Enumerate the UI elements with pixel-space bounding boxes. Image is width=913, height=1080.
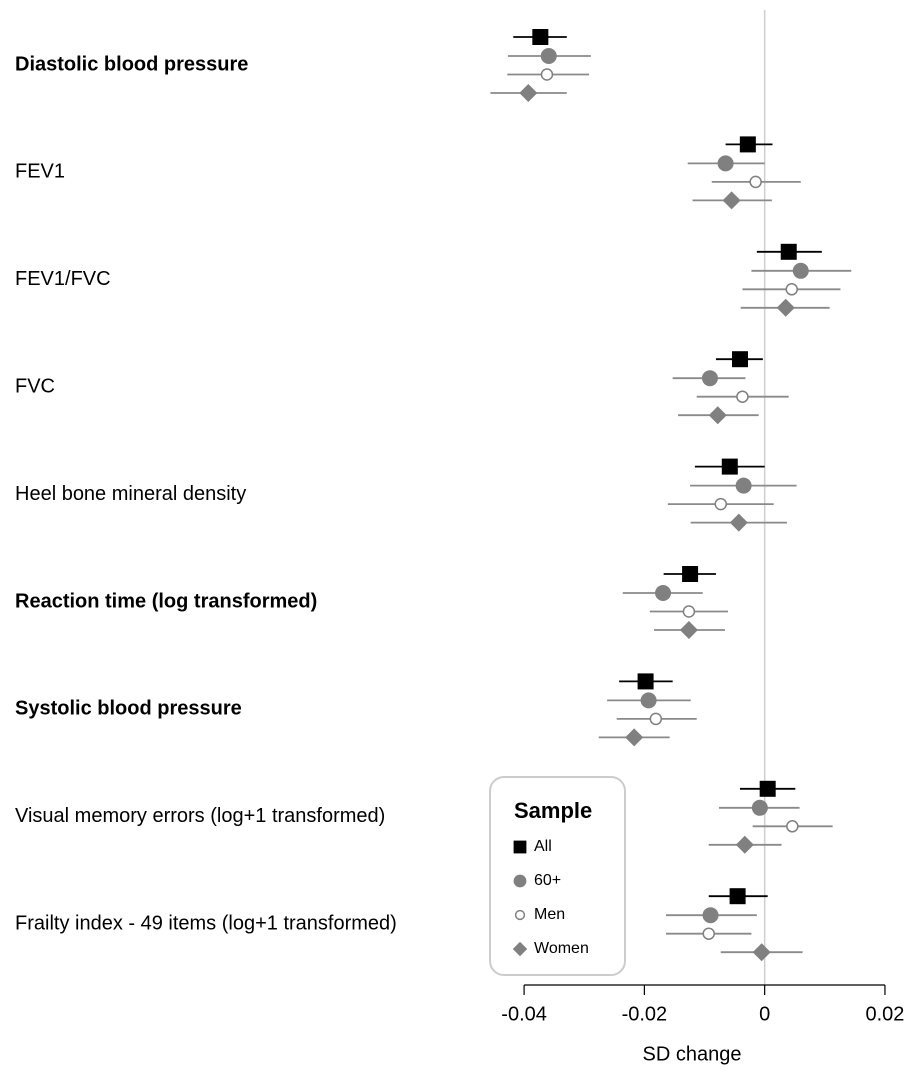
marker-square bbox=[729, 888, 746, 905]
x-tick-label: 0 bbox=[759, 1003, 770, 1025]
marker-diamond bbox=[752, 943, 771, 962]
marker-open-circle bbox=[785, 283, 798, 296]
marker-square bbox=[780, 243, 797, 260]
category-label: Diastolic blood pressure bbox=[15, 53, 248, 75]
marker-square bbox=[739, 136, 756, 153]
x-tick-label: 0.02 bbox=[865, 1003, 904, 1025]
marker-diamond bbox=[679, 621, 698, 639]
marker-diamond bbox=[512, 941, 528, 957]
category-label: FEV1/FVC bbox=[15, 268, 111, 290]
marker-open-circle bbox=[540, 68, 554, 81]
category-label: FVC bbox=[15, 375, 55, 397]
marker-circle bbox=[513, 874, 527, 888]
marker-open-circle bbox=[514, 909, 526, 921]
legend-title: Sample bbox=[514, 798, 592, 823]
category-label: Heel bone mineral density bbox=[15, 483, 246, 505]
marker-diamond bbox=[708, 406, 727, 425]
category-label: Frailty index - 49 items (log+1 transfor… bbox=[15, 912, 397, 934]
marker-diamond bbox=[776, 298, 795, 317]
marker-diamond bbox=[519, 84, 538, 102]
marker-square bbox=[682, 566, 699, 582]
marker-open-circle bbox=[749, 175, 762, 189]
marker-open-circle bbox=[786, 820, 799, 833]
marker-square bbox=[532, 29, 549, 45]
legend-label: Men bbox=[534, 906, 565, 923]
marker-open-circle bbox=[736, 390, 749, 403]
category-label: Reaction time (log transformed) bbox=[15, 590, 317, 612]
category-label: Visual memory errors (log+1 transformed) bbox=[15, 805, 385, 827]
category-label: FEV1 bbox=[15, 161, 65, 183]
marker-circle bbox=[540, 48, 557, 64]
marker-circle bbox=[702, 907, 719, 924]
marker-square bbox=[637, 673, 654, 690]
x-tick-label: -0.02 bbox=[622, 1003, 668, 1025]
marker-square bbox=[721, 458, 738, 475]
x-axis-label: SD change bbox=[643, 1043, 742, 1065]
marker-circle bbox=[701, 370, 718, 387]
marker-square bbox=[732, 351, 749, 368]
marker-circle bbox=[655, 585, 672, 601]
marker-diamond bbox=[625, 728, 644, 747]
marker-open-circle bbox=[682, 605, 696, 618]
legend-label: All bbox=[534, 838, 552, 855]
legend-box bbox=[489, 776, 626, 976]
marker-diamond bbox=[722, 191, 741, 210]
marker-diamond bbox=[729, 513, 748, 532]
legend-label: 60+ bbox=[534, 872, 561, 889]
marker-square bbox=[513, 840, 527, 854]
category-label: Systolic blood pressure bbox=[15, 698, 242, 720]
marker-open-circle bbox=[714, 497, 728, 511]
marker-circle bbox=[640, 692, 657, 709]
marker-diamond bbox=[735, 835, 754, 854]
marker-circle bbox=[751, 799, 768, 816]
marker-circle bbox=[792, 262, 809, 279]
marker-open-circle bbox=[649, 712, 663, 726]
x-tick-label: -0.04 bbox=[501, 1003, 547, 1025]
marker-open-circle bbox=[702, 927, 715, 940]
legend-label: Women bbox=[534, 940, 589, 957]
marker-circle bbox=[735, 477, 752, 494]
marker-square bbox=[759, 780, 776, 797]
marker-circle bbox=[717, 155, 734, 172]
